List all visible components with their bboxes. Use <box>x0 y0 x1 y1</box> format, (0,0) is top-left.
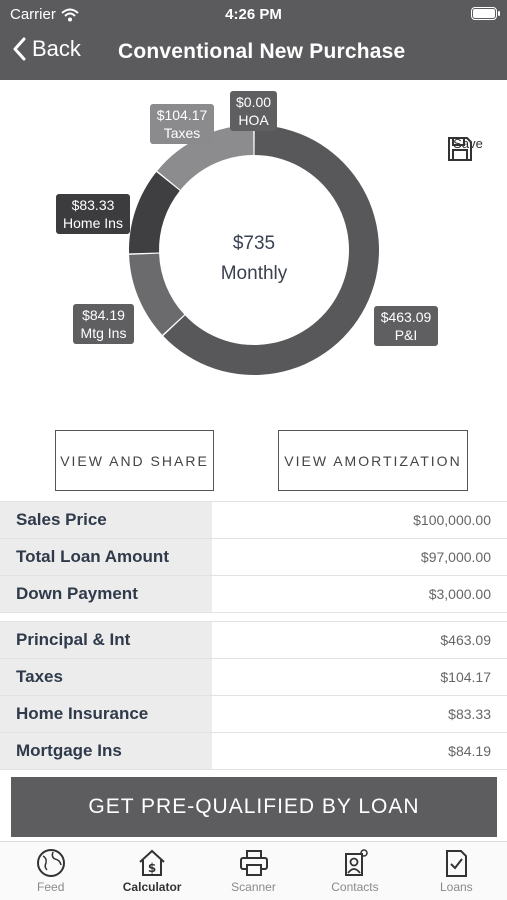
slice-amount: $83.33 <box>71 197 115 213</box>
table-row: Sales Price $100,000.00 <box>0 502 507 539</box>
row-label: Home Insurance <box>0 696 212 732</box>
table-row: Home Insurance $83.33 <box>0 696 507 733</box>
tab-contacts[interactable]: Contacts <box>304 842 405 900</box>
back-label: Back <box>32 36 81 61</box>
tab-label: Loans <box>439 880 473 894</box>
tab-feed[interactable]: Feed <box>0 842 101 900</box>
slice-label-hoa: $0.00 HOA <box>230 91 277 131</box>
row-label: Taxes <box>0 659 212 695</box>
row-value: $463.09 <box>212 622 507 658</box>
page-title: Conventional New Purchase <box>118 40 406 63</box>
row-value: $3,000.00 <box>212 576 507 612</box>
donut-slice-home-ins <box>129 171 180 254</box>
table-row: Total Loan Amount $97,000.00 <box>0 539 507 576</box>
tab-calculator[interactable]: $ Calculator <box>101 842 202 900</box>
slice-label-taxes: $104.17 Taxes <box>150 104 214 144</box>
chevron-left-icon <box>13 37 26 61</box>
carrier-label: Carrier <box>10 6 56 23</box>
donut-slice-mtg-ins <box>129 253 185 335</box>
tab-bar: Feed $ Calculator Scanner Contacts Lo <box>0 841 507 900</box>
tab-label: Feed <box>37 880 65 894</box>
save-label: Save <box>453 136 483 151</box>
table-row: Taxes $104.17 <box>0 659 507 696</box>
row-label: Total Loan Amount <box>0 539 212 575</box>
row-value: $97,000.00 <box>212 539 507 575</box>
battery-icon <box>471 7 500 20</box>
house-dollar-icon: $ <box>139 849 165 876</box>
tab-label: Calculator <box>122 880 182 894</box>
row-label: Mortgage Ins <box>0 733 212 769</box>
status-bar: Carrier 4:26 PM <box>0 0 507 28</box>
slice-name: HOA <box>238 112 269 128</box>
navigation-bar: Back Conventional New Purchase <box>0 30 507 76</box>
top-bar: Carrier 4:26 PM Back Conventional New Pu… <box>0 0 507 80</box>
donut-slice-taxes <box>157 125 254 190</box>
row-value: $100,000.00 <box>212 502 507 538</box>
slice-label-home-ins: $83.33 Home Ins <box>56 194 130 234</box>
back-button[interactable]: Back <box>12 36 81 62</box>
table-row: Down Payment $3,000.00 <box>0 576 507 613</box>
row-label: Sales Price <box>0 502 212 538</box>
slice-amount: $104.17 <box>156 107 208 123</box>
wifi-icon <box>61 8 79 21</box>
loan-summary-table: Sales Price $100,000.00 Total Loan Amoun… <box>0 501 507 613</box>
globe-icon <box>36 849 65 877</box>
row-value: $83.33 <box>212 696 507 732</box>
center-label: Monthly <box>220 263 288 284</box>
tab-scanner[interactable]: Scanner <box>203 842 304 900</box>
get-pre-qualified-button[interactable]: GET PRE-QUALIFIED BY LOAN <box>11 777 497 837</box>
slice-name: Mtg Ins <box>80 325 127 341</box>
row-value: $84.19 <box>212 733 507 769</box>
contacts-icon <box>344 849 368 876</box>
donut-chart <box>129 125 379 375</box>
table-row: Mortgage Ins $84.19 <box>0 733 507 770</box>
document-check-icon <box>446 850 468 877</box>
slice-label-pi: $463.09 P&I <box>374 306 438 346</box>
view-and-share-button[interactable]: VIEW AND SHARE <box>55 430 214 491</box>
view-amortization-button[interactable]: VIEW AMORTIZATION <box>278 430 468 491</box>
slice-amount: $463.09 <box>380 309 432 325</box>
donut-slice-p-i <box>163 125 379 375</box>
svg-text:$: $ <box>148 861 156 875</box>
save-button[interactable]: Save <box>447 136 489 161</box>
slice-amount: $0.00 <box>236 94 272 110</box>
tab-label: Scanner <box>231 880 276 894</box>
clock: 4:26 PM <box>225 6 282 23</box>
payment-breakdown-table: Principal & Int $463.09 Taxes $104.17 Ho… <box>0 621 507 770</box>
center-amount: $735 <box>232 233 276 254</box>
payment-chart: $735 Monthly $463.09 P&I $84.19 Mtg Ins … <box>0 80 507 420</box>
slice-label-mtg-ins: $84.19 Mtg Ins <box>73 304 134 344</box>
table-row: Principal & Int $463.09 <box>0 622 507 659</box>
tab-loans[interactable]: Loans <box>406 842 507 900</box>
slice-name: Home Ins <box>63 215 123 231</box>
floppy-disk-icon <box>448 137 472 161</box>
printer-icon <box>239 850 268 876</box>
slice-name: Taxes <box>163 125 201 141</box>
slice-amount: $84.19 <box>82 307 125 323</box>
carrier-info: Carrier <box>10 6 79 23</box>
tab-label: Contacts <box>331 880 379 894</box>
row-label: Down Payment <box>0 576 212 612</box>
slice-name: P&I <box>394 327 418 343</box>
row-label: Principal & Int <box>0 622 212 658</box>
row-value: $104.17 <box>212 659 507 695</box>
